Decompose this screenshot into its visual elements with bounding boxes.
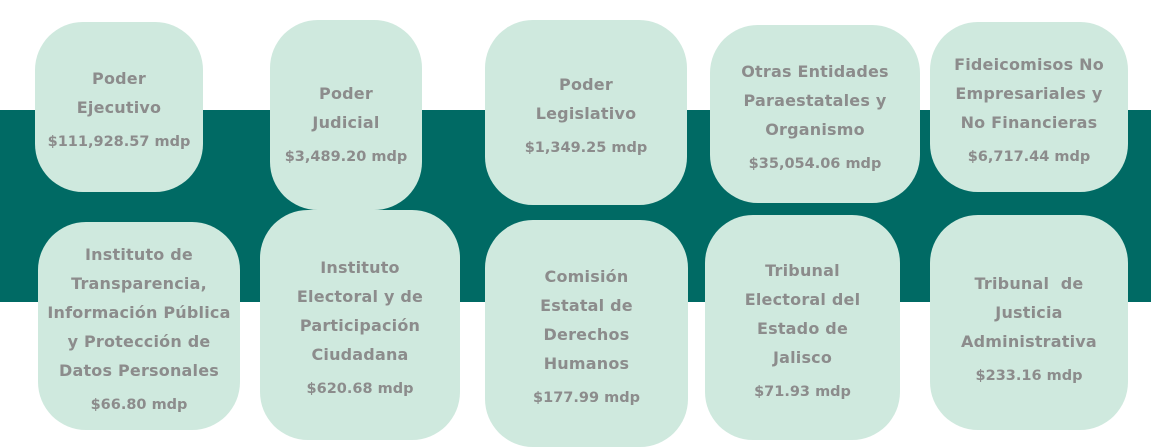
entity-name-line: Fideicomisos No bbox=[954, 54, 1104, 74]
entity-name: Instituto de Transparencia, Información Pú… bbox=[47, 240, 230, 385]
entity-name-line: Ciudadana bbox=[311, 345, 409, 364]
entity-name: Comisión Estatal de Derechos Humanos bbox=[540, 262, 633, 378]
entity-name-line: Judicial bbox=[312, 113, 380, 132]
entity-name: Tribunal Electoral del Estado de Jalisco bbox=[745, 256, 861, 372]
entity-name-line: Tribunal bbox=[765, 260, 840, 280]
entity-amount: $66.80 mdp bbox=[90, 396, 188, 413]
entity-amount: $233.16 mdp bbox=[975, 368, 1083, 384]
entity-name-line: Comisión bbox=[544, 266, 629, 286]
entity-name-line: Electoral del bbox=[744, 289, 861, 309]
entity-name: Poder Judicial bbox=[312, 79, 379, 137]
entity-name-line: Justicia bbox=[995, 303, 1063, 322]
entity-amount: $71.93 mdp bbox=[754, 383, 851, 400]
budget-card: Tribunal de Justicia Administrativa $233.16… bbox=[930, 215, 1128, 430]
budget-card: Instituto de Transparencia, Información Pú… bbox=[38, 222, 240, 430]
entity-name-line: Tribunal de bbox=[974, 274, 1084, 293]
entity-name-line: Poder bbox=[92, 69, 146, 88]
entity-name: Fideicomisos No Empresariales y No Financi… bbox=[954, 50, 1104, 137]
entity-name-line: Jalisco bbox=[772, 347, 833, 367]
entity-name-line: Administrativa bbox=[961, 332, 1097, 351]
entity-amount: $3,489.20 mdp bbox=[284, 149, 408, 165]
entity-name-line: Organismo bbox=[765, 119, 865, 139]
budget-card: Instituto Electoral y de Participación Ciud… bbox=[260, 210, 460, 440]
entity-name-line: Participación bbox=[299, 316, 421, 335]
entity-name-line: No Financieras bbox=[960, 112, 1098, 132]
budget-card: Poder Judicial $3,489.20 mdp bbox=[270, 20, 422, 210]
entity-name-line: Poder bbox=[559, 74, 613, 94]
budget-card: Poder Legislativo $1,349.25 mdp bbox=[485, 20, 687, 205]
entity-name: Poder Ejecutivo bbox=[77, 64, 162, 122]
entity-amount: $620.68 mdp bbox=[306, 381, 414, 397]
entity-name-line: Otras Entidades bbox=[741, 61, 889, 81]
entity-name-line: Empresariales y bbox=[955, 83, 1103, 103]
entity-name-line: Electoral y de bbox=[296, 287, 424, 306]
entity-name-line: Estatal de bbox=[540, 295, 633, 315]
entity-amount: $111,928.57 mdp bbox=[47, 134, 191, 150]
entity-name-line: Instituto bbox=[320, 258, 400, 277]
entity-name-line: Datos Personales bbox=[58, 360, 220, 380]
entity-name-line: Ejecutivo bbox=[76, 98, 162, 117]
budget-card: Tribunal Electoral del Estado de Jalisco $71… bbox=[705, 215, 900, 440]
budget-card: Poder Ejecutivo $111,928.57 mdp bbox=[35, 22, 203, 192]
entity-name-line: y Protección de bbox=[67, 331, 211, 351]
entity-name: Poder Legislativo bbox=[536, 70, 637, 128]
budget-card: Fideicomisos No Empresariales y No Financi… bbox=[930, 22, 1128, 192]
budget-card: Comisión Estatal de Derechos Humanos $177.99… bbox=[485, 220, 688, 447]
entity-amount: $1,349.25 mdp bbox=[524, 139, 648, 156]
entity-name: Otras Entidades Paraestatales y Organismo bbox=[741, 57, 889, 144]
entity-name-line: Derechos bbox=[543, 324, 630, 344]
entity-name-line: Legislativo bbox=[535, 103, 637, 123]
entity-name: Tribunal de Justicia Administrativa bbox=[961, 269, 1097, 356]
entity-name: Instituto Electoral y de Participación Ciud… bbox=[297, 253, 423, 369]
entity-name-line: Humanos bbox=[543, 353, 630, 373]
entity-name-line: Estado de bbox=[756, 318, 849, 338]
entity-name-line: Información Pública bbox=[47, 302, 231, 322]
entity-name-line: Transparencia, bbox=[71, 273, 207, 293]
entity-amount: $6,717.44 mdp bbox=[967, 148, 1091, 165]
entity-amount: $35,054.06 mdp bbox=[748, 155, 882, 172]
entity-amount: $177.99 mdp bbox=[533, 389, 640, 406]
budget-card: Otras Entidades Paraestatales y Organismo $… bbox=[710, 25, 920, 203]
entity-name-line: Instituto de bbox=[85, 244, 193, 264]
entity-name-line: Paraestatales y bbox=[743, 90, 887, 110]
entity-name-line: Poder bbox=[319, 84, 373, 103]
